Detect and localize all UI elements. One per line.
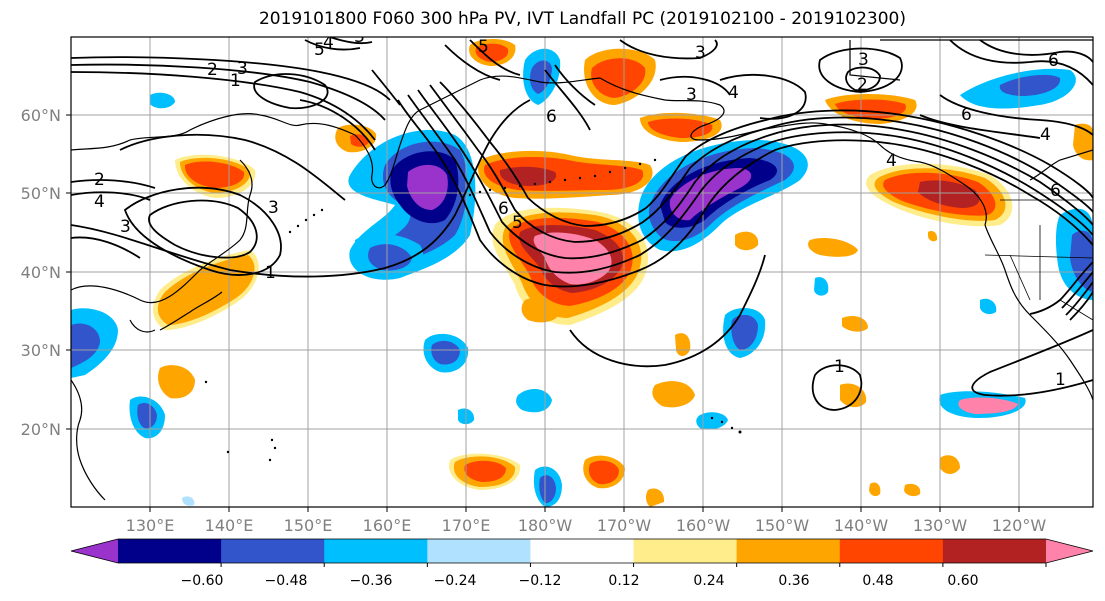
gridlines [71, 37, 1093, 507]
colorbar-segment [324, 539, 428, 563]
lon-tick-label: 180°W [518, 516, 573, 535]
lat-tick-label: 40°N [21, 263, 61, 282]
lat-tick-label: 20°N [21, 420, 61, 439]
colorbar-extend-low [71, 539, 118, 563]
tick-marks [66, 114, 1020, 512]
lon-tick-label: 170°W [597, 516, 652, 535]
chart-title: 2019101800 F060 300 hPa PV, IVT Landfall… [258, 9, 906, 29]
contour-label: 1 [1055, 370, 1066, 390]
lon-tick-label: 140°W [834, 516, 889, 535]
colorbar: −0.60 −0.48 −0.36 −0.24 −0.12 0.12 0.24 … [70, 538, 1094, 589]
colorbar-segments [70, 538, 1094, 564]
contour-label: 3 [237, 59, 248, 79]
contour-label: 4 [728, 83, 739, 103]
contour-label: 2 [207, 60, 218, 80]
contour-label: 6 [546, 107, 557, 127]
contour-label: 6 [498, 199, 509, 219]
lon-tick-label: 160°W [676, 516, 731, 535]
pv-contours [71, 37, 1093, 411]
contour-label: 6 [1050, 181, 1061, 201]
contour-label: 3 [268, 198, 279, 218]
contour-label: 2 [857, 75, 868, 95]
lon-tick-label: 120°W [992, 516, 1047, 535]
contour-label: 5 [512, 213, 523, 233]
contour-label: 3 [120, 217, 131, 237]
contour-label: 5 [314, 40, 325, 60]
colorbar-label: 0.24 [693, 573, 724, 589]
colorbar-label: −0.48 [265, 573, 308, 589]
colorbar-labels: −0.60 −0.48 −0.36 −0.24 −0.12 0.12 0.24 … [181, 573, 979, 589]
colorbar-label: −0.12 [519, 573, 562, 589]
colorbar-segment [736, 539, 841, 563]
contour-label: 4 [1040, 125, 1051, 145]
contour-label: 5 [478, 37, 489, 57]
colorbar-label: 0.60 [947, 573, 978, 589]
contour-label: 1 [265, 263, 276, 283]
contour-label: 3 [695, 43, 706, 63]
lon-tick-label: 130°W [913, 516, 968, 535]
lat-tick-labels: 60°N 50°N 40°N 30°N 20°N [21, 106, 61, 439]
colorbar-segment [839, 539, 944, 563]
colorbar-outline [70, 538, 1094, 564]
colorbar-segment [221, 539, 325, 563]
contour-label: 6 [1048, 51, 1059, 71]
contour-label: 3 [858, 50, 869, 70]
contour-label: 4 [886, 151, 897, 171]
lon-tick-label: 150°E [284, 516, 333, 535]
lon-tick-label: 150°W [755, 516, 810, 535]
colorbar-segment [427, 539, 531, 563]
colorbar-label: 0.36 [778, 573, 809, 589]
lon-tick-label: 170°E [442, 516, 491, 535]
contour-label: 6 [961, 105, 972, 125]
colorbar-segment [942, 539, 1047, 563]
coastlines [71, 39, 1093, 501]
colorbar-label: 0.48 [862, 573, 893, 589]
lon-tick-label: 130°E [126, 516, 175, 535]
colorbar-segment [530, 539, 635, 563]
map-panel: 5 4 3 2 1 3 5 3 4 6 3 2 6 4 6 3 2 4 3 3 [70, 27, 1094, 508]
lat-tick-label: 60°N [21, 106, 61, 125]
lon-tick-labels: 130°E 140°E 150°E 160°E 170°E 180°W 170°… [126, 516, 1047, 535]
contour-label: 4 [94, 192, 105, 212]
colorbar-ticks [220, 563, 1047, 567]
contour-labels: 5 4 3 2 1 3 5 3 4 6 3 2 6 4 6 3 2 4 3 3 [94, 27, 1066, 390]
contour-label: 1 [834, 357, 845, 377]
colorbar-label: −0.60 [181, 573, 224, 589]
contour-label: 1 [230, 71, 241, 91]
contour-label: 2 [94, 170, 105, 190]
lat-tick-label: 50°N [21, 184, 61, 203]
colorbar-extend-high [1046, 539, 1093, 563]
lon-tick-label: 140°E [205, 516, 254, 535]
contour-label: 3 [354, 27, 365, 47]
islands [204, 158, 742, 462]
colorbar-segment [633, 539, 738, 563]
lat-tick-label: 30°N [21, 341, 61, 360]
contour-label: 4 [323, 33, 334, 53]
colorbar-label: 0.12 [608, 573, 639, 589]
lon-tick-label: 160°E [363, 516, 412, 535]
colorbar-label: −0.24 [434, 573, 477, 589]
contour-label: 3 [686, 85, 697, 105]
colorbar-label: −0.36 [350, 573, 393, 589]
colorbar-segment [118, 539, 222, 563]
